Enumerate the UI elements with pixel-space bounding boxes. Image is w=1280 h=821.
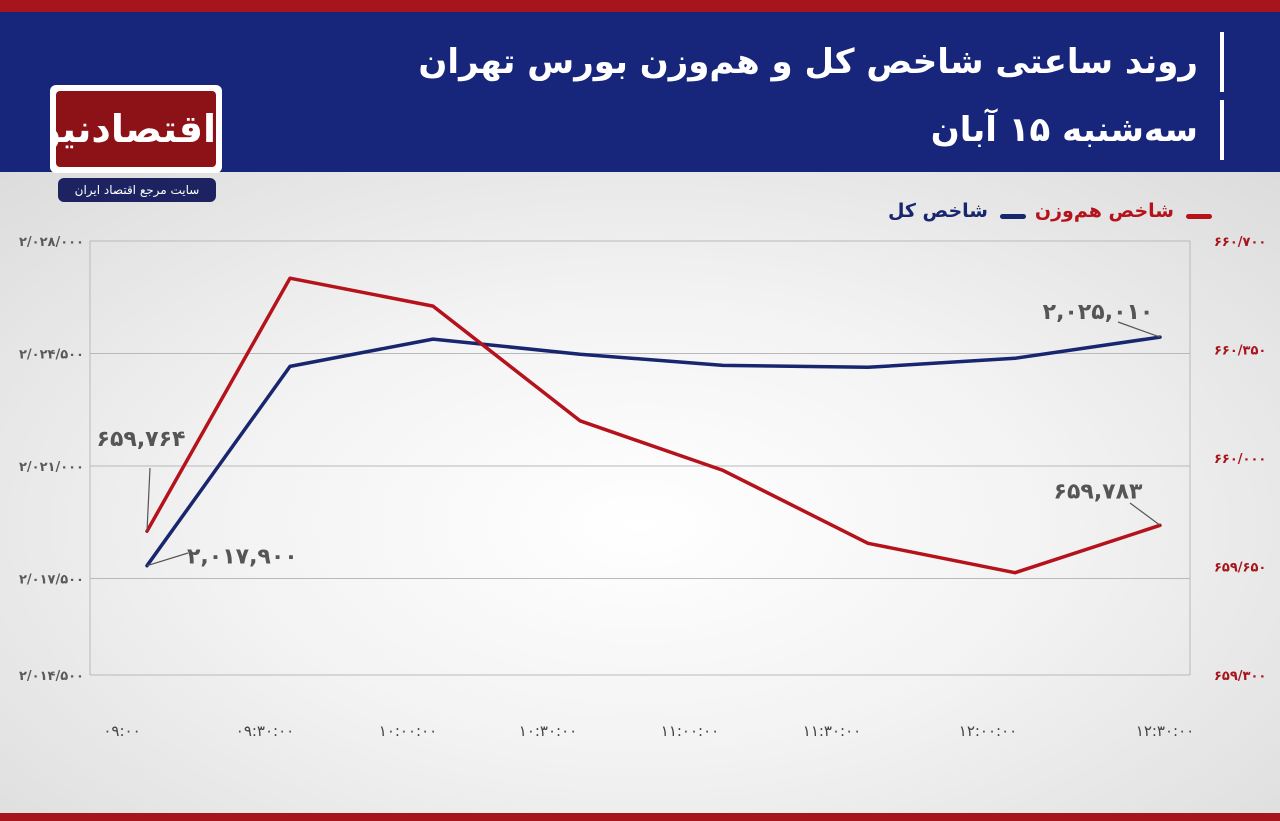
legend-swatch-equal — [1186, 214, 1212, 219]
top-stripe — [0, 0, 1280, 12]
series-line-total-index — [145, 335, 1162, 568]
right-axis-tick-label: ۶۶۰/۰۰۰ — [1214, 452, 1266, 467]
logo-wordmark: اقتصادنیوز — [56, 91, 216, 167]
left-axis-tick-label: ۲/۰۱۴/۵۰۰ — [19, 669, 84, 684]
legend-label-total: شاخص کل — [887, 200, 988, 222]
x-axis-tick-label: ۱۲:۳۰:۰۰ — [1136, 722, 1194, 740]
logo: اقتصادنیوز — [50, 85, 222, 173]
data-label: ۶۵۹,۷۶۴ — [97, 427, 186, 452]
left-axis-tick-label: ۲/۰۲۸/۰۰۰ — [19, 235, 84, 250]
chart-background — [0, 172, 1280, 813]
annotation-leader-line — [1117, 321, 1161, 338]
right-axis-tick-label: ۶۶۰/۷۰۰ — [1214, 235, 1266, 250]
left-axis-tick-label: ۲/۰۱۷/۵۰۰ — [19, 573, 84, 588]
bottom-stripe — [0, 813, 1280, 821]
right-axis-tick-label: ۶۵۹/۳۰۰ — [1214, 669, 1266, 684]
page-title: روند ساعتی شاخص کل و هم‌وزن بورس تهران — [418, 42, 1198, 82]
legend-label-equal: شاخص هم‌وزن — [1034, 200, 1174, 222]
legend-swatch-total — [1000, 214, 1026, 219]
logo-tagline: سایت مرجع اقتصاد ایران — [58, 178, 216, 202]
x-axis-tick-label: ۱۲:۰۰:۰۰ — [959, 722, 1017, 740]
right-axis-tick-label: ۶۶۰/۳۵۰ — [1214, 344, 1266, 359]
x-axis-tick-label: ۰۹:۰۰ — [103, 722, 140, 740]
annotation-leader-line — [1129, 502, 1161, 526]
x-axis-tick-label: ۱۱:۰۰:۰۰ — [661, 722, 719, 740]
right-axis-tick-label: ۶۵۹/۶۵۰ — [1214, 561, 1266, 576]
x-axis-tick-label: ۱۰:۳۰:۰۰ — [519, 722, 577, 740]
left-axis-tick-label: ۲/۰۲۱/۰۰۰ — [19, 460, 84, 475]
x-axis-tick-label: ۱۱:۳۰:۰۰ — [803, 722, 861, 740]
data-label: ۲,۰۲۵,۰۱۰ — [1043, 300, 1154, 325]
data-label: ۶۵۹,۷۸۳ — [1054, 479, 1143, 504]
x-axis-tick-label: ۱۰:۰۰:۰۰ — [379, 722, 437, 740]
series-line-equal-weight-index — [145, 276, 1162, 575]
left-axis-tick-label: ۲/۰۲۴/۵۰۰ — [19, 348, 84, 363]
page-subtitle-date: سه‌شنبه ۱۵ آبان — [930, 110, 1198, 150]
title-bar-1 — [1220, 32, 1224, 92]
title-bar-2 — [1220, 100, 1224, 160]
annotation-leader-line — [146, 552, 189, 567]
annotation-leader-line — [146, 467, 151, 532]
data-label: ۲,۰۱۷,۹۰۰ — [187, 545, 298, 570]
x-axis-tick-label: ۰۹:۳۰:۰۰ — [236, 722, 294, 740]
